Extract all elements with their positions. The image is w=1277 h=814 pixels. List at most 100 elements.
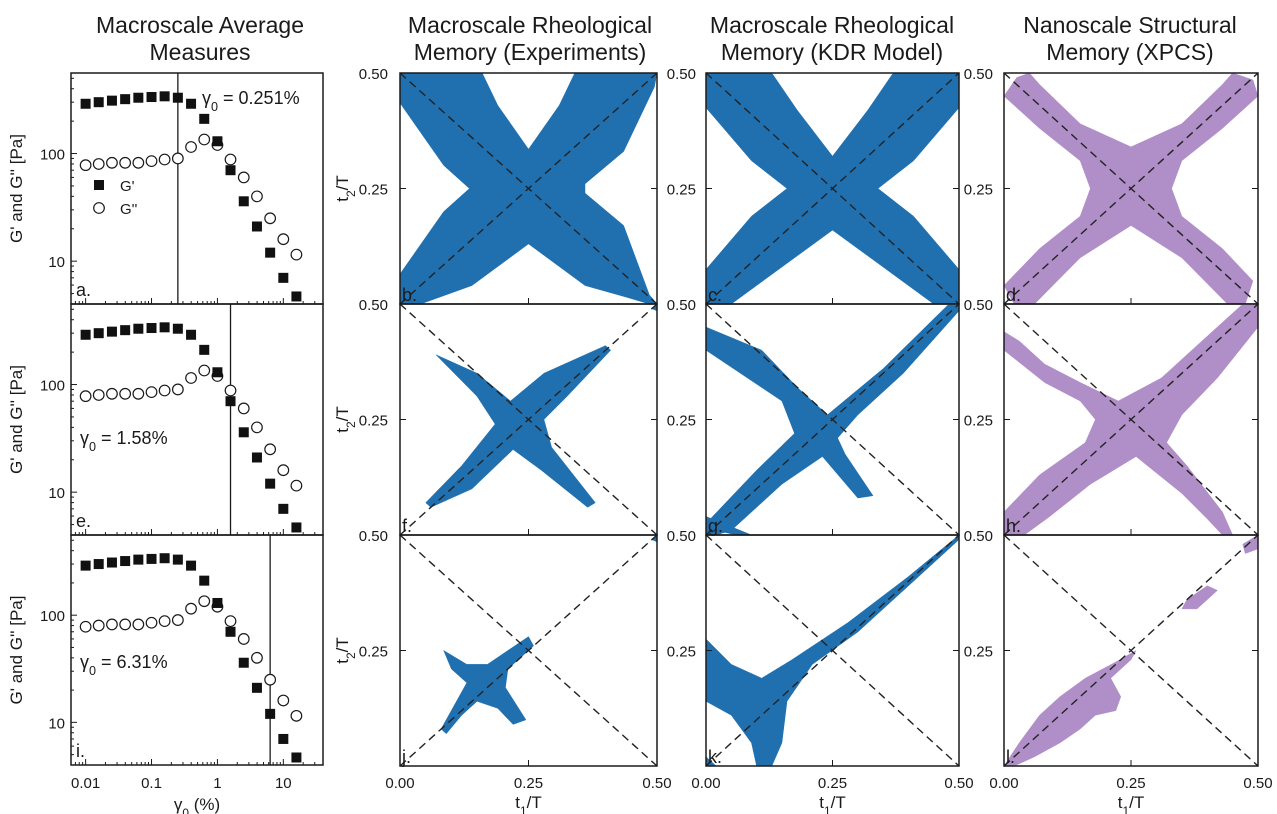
x-axis-label: γ0 (%): [174, 795, 220, 814]
g-storage-point: [133, 323, 144, 334]
g-storage-point: [106, 557, 117, 568]
g-loss-point: [119, 618, 132, 631]
x-tick-label: 0.00: [989, 775, 1018, 792]
title-col4-line1: Nanoscale Structural: [1023, 12, 1237, 38]
y-tick-label: 0.25: [964, 413, 993, 430]
memory-panel-f: [399, 303, 658, 536]
y-tick-label: 0.25: [359, 413, 388, 430]
title-col1-line2: Measures: [149, 39, 251, 65]
g-loss-point: [145, 616, 158, 629]
g-storage-point: [225, 626, 236, 637]
title-col2: Macroscale Rheological Memory (Experimen…: [390, 12, 670, 66]
g-loss-point: [132, 156, 145, 169]
y-axis-label: t2/T: [333, 175, 358, 202]
memory-panel-l: [1003, 534, 1259, 767]
y-tick-label: 100: [40, 608, 65, 625]
y-tick-label: 0.25: [667, 644, 696, 661]
g-storage-point: [80, 329, 91, 340]
g-loss-point: [237, 171, 250, 184]
x-axis-label: t1/T: [819, 793, 846, 814]
g-storage-point: [238, 657, 249, 668]
title-col2-line1: Macroscale Rheological: [407, 12, 653, 38]
g-storage-point: [120, 94, 131, 105]
x-tick-label: 0.00: [385, 775, 414, 792]
g-loss-point: [92, 158, 105, 170]
memory-panel-d: [1003, 72, 1259, 305]
g-loss-point: [251, 190, 263, 203]
g-storage-point: [159, 553, 170, 564]
g-storage-point: [159, 91, 170, 102]
modulus-panel-frame: [70, 534, 324, 766]
y-tick-label: 0.50: [667, 66, 696, 83]
legend-loss-marker: [93, 202, 105, 214]
g-loss-point: [119, 156, 132, 169]
y-tick-label: 0.25: [359, 644, 388, 661]
modulus-panel-2: [70, 303, 324, 536]
y-tick-label: 0.50: [964, 528, 993, 545]
g-loss-point: [264, 443, 277, 456]
antidiagonal-line: [399, 303, 658, 536]
x-tick-label: 0.00: [691, 775, 720, 792]
title-col3-line2: Memory (KDR Model): [720, 39, 944, 65]
g-storage-point: [251, 221, 262, 232]
y-axis-label: t2/T: [333, 406, 358, 433]
x-axis-label: t1/T: [515, 793, 542, 814]
g-storage-point: [225, 396, 236, 407]
panel-label: h.: [1006, 516, 1021, 536]
y-tick-label: 10: [48, 715, 65, 732]
title-col1-line1: Macroscale Average: [96, 12, 304, 38]
panel-label: a.: [76, 280, 91, 300]
panel-label: j.: [401, 747, 411, 767]
g-storage-point: [93, 328, 104, 339]
g-loss-point: [277, 464, 290, 477]
antidiagonal-line: [705, 534, 960, 767]
modulus-panel-1: [70, 72, 324, 305]
g-loss-point: [224, 153, 237, 166]
g-loss-point: [171, 152, 184, 165]
g-storage-point: [265, 708, 276, 719]
memory-panel-k: [705, 534, 960, 767]
g-loss-point: [79, 620, 92, 633]
x-tick-label: 0.01: [71, 775, 100, 792]
x-axis-label: t1/T: [1118, 793, 1145, 814]
g-storage-point: [291, 752, 302, 763]
y-axis-label: G' and G'' [Pa]: [7, 596, 26, 705]
y-axis-label: t2/T: [333, 637, 358, 664]
g-loss-point: [171, 383, 184, 396]
modulus-panel-3: [70, 534, 324, 766]
g-loss-point: [277, 233, 290, 246]
antidiagonal-line: [705, 72, 960, 305]
g-storage-point: [186, 98, 197, 109]
g-loss-point: [106, 618, 118, 631]
g-storage-point: [291, 522, 302, 533]
g-loss-point: [224, 384, 237, 397]
memory-panel-h: [1003, 303, 1259, 536]
g-storage-point: [133, 554, 144, 565]
panel-label: f.: [402, 516, 412, 536]
g-loss-point: [79, 390, 92, 403]
title-col1: Macroscale Average Measures: [70, 12, 330, 66]
g-loss-point: [264, 212, 277, 225]
g-loss-point: [119, 387, 132, 400]
y-axis-label: G' and G'' [Pa]: [7, 134, 26, 243]
g-loss-point: [145, 386, 158, 399]
title-col4: Nanoscale Structural Memory (XPCS): [995, 12, 1265, 66]
antidiagonal-line: [1003, 303, 1259, 536]
y-tick-label: 0.50: [359, 528, 388, 545]
g-loss-point: [158, 615, 171, 628]
g-loss-point: [290, 479, 303, 492]
x-tick-label: 10: [275, 775, 292, 792]
g-loss-point: [106, 387, 118, 400]
panel-label: d.: [1006, 285, 1021, 305]
g-storage-point: [93, 559, 104, 570]
g-loss-point: [290, 248, 303, 261]
panel-label: e.: [76, 511, 91, 531]
g-loss-point: [106, 156, 118, 169]
x-tick-label: 0.1: [141, 775, 162, 792]
g-storage-point: [265, 478, 276, 489]
g-storage-point: [199, 344, 210, 355]
memory-region: [440, 636, 534, 734]
g-loss-point: [290, 709, 303, 722]
y-axis-label: G' and G'' [Pa]: [7, 365, 26, 474]
g-storage-point: [146, 323, 157, 334]
